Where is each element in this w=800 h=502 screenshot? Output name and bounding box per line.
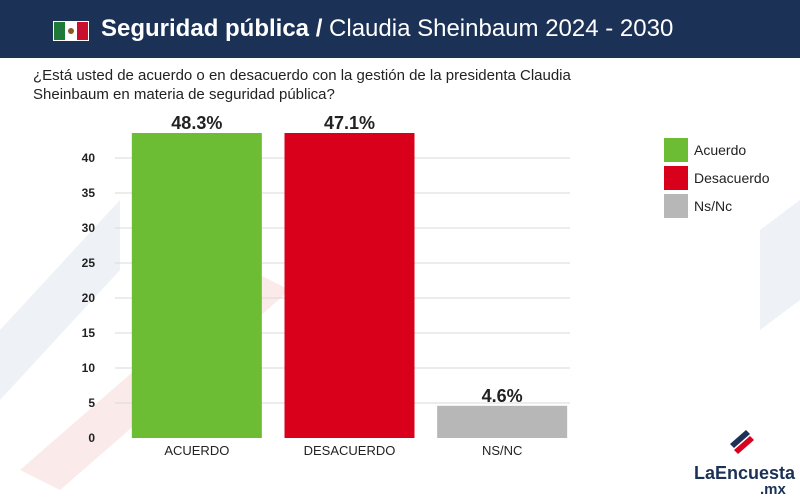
x-category-label: DESACUERDO: [304, 443, 396, 458]
legend-swatch: [664, 138, 688, 162]
chart-legend: Acuerdo Desacuerdo Ns/Nc: [664, 138, 770, 222]
bar-value-label: 48.3%: [171, 113, 222, 133]
y-tick-label: 30: [82, 221, 96, 235]
legend-label: Acuerdo: [694, 142, 747, 158]
bar-acuerdo: [131, 133, 262, 438]
bar-nsnc: [437, 405, 568, 438]
legend-swatch: [664, 166, 688, 190]
legend-label: Desacuerdo: [694, 170, 770, 186]
y-tick-label: 40: [82, 151, 96, 165]
legend-swatch: [664, 194, 688, 218]
legend-item: Desacuerdo: [664, 166, 770, 190]
bar-value-label: 4.6%: [482, 386, 523, 406]
legend-item: Acuerdo: [664, 138, 770, 162]
logo-text: LaEncuesta: [694, 463, 796, 483]
page-title: Seguridad pública / Claudia Sheinbaum 20…: [101, 14, 673, 44]
logo-mark-icon: [730, 430, 754, 454]
survey-question: ¿Está usted de acuerdo o en desacuerdo c…: [33, 67, 571, 103]
y-tick-label: 15: [82, 326, 96, 340]
logo-suffix: .mx: [760, 481, 786, 498]
header-bar: Seguridad pública / Claudia Sheinbaum 20…: [0, 0, 800, 58]
y-tick-label: 5: [88, 396, 95, 410]
bar-desacuerdo: [284, 133, 415, 438]
x-category-label: ACUERDO: [164, 443, 229, 458]
legend-item: Ns/Nc: [664, 194, 770, 218]
x-category-label: NS/NC: [482, 443, 522, 458]
bar-value-label: 47.1%: [324, 113, 375, 133]
title-bold: Seguridad pública /: [101, 15, 323, 42]
y-tick-label: 25: [82, 256, 96, 270]
mexico-flag-icon: [53, 21, 89, 41]
y-tick-label: 35: [82, 186, 96, 200]
y-tick-label: 0: [88, 431, 95, 445]
y-tick-label: 10: [82, 361, 96, 375]
legend-label: Ns/Nc: [694, 198, 733, 214]
laencuesta-logo: LaEncuesta .mx: [690, 418, 800, 502]
title-rest: Claudia Sheinbaum 2024 - 2030: [329, 15, 674, 42]
y-tick-label: 20: [82, 291, 96, 305]
